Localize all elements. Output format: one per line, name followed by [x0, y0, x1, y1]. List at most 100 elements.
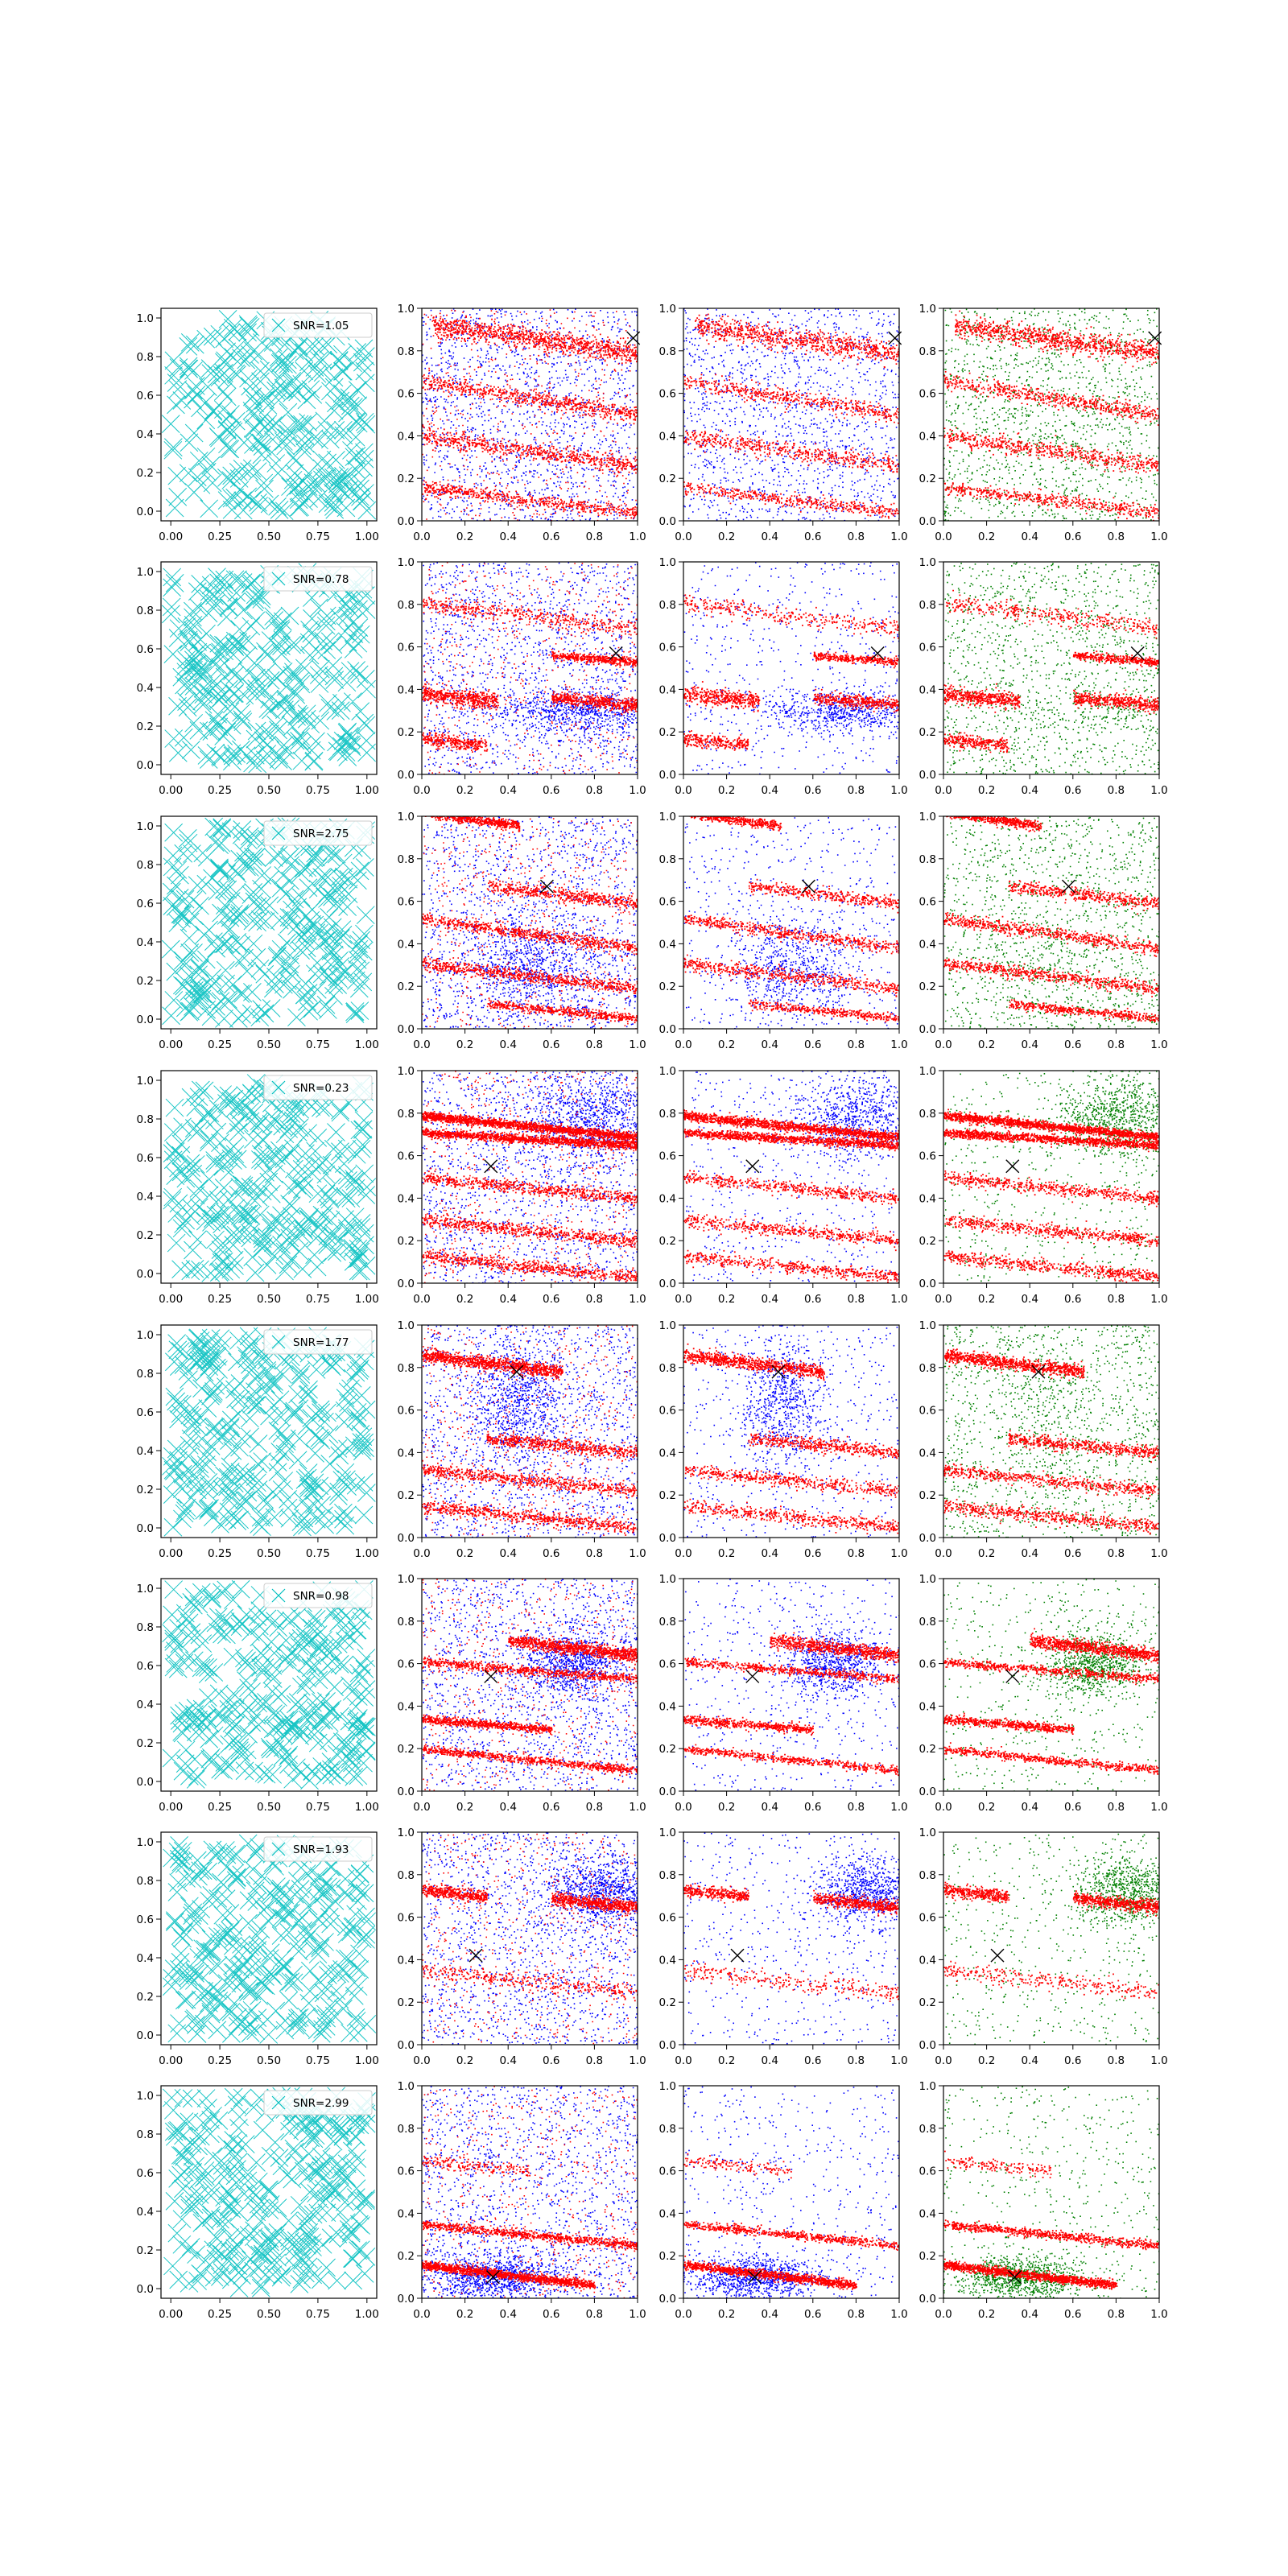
panel-r7-c3-ytick-label: 0.2 — [659, 1996, 676, 2009]
red-points — [943, 311, 1160, 522]
panel-r1-c3-xtick-label: 0.8 — [848, 530, 865, 543]
panel-r4-c4-xtick-label: 0.8 — [1108, 1293, 1125, 1306]
legend: SNR=0.23 — [264, 1075, 372, 1100]
panel-r2-c3-xtick-label: 0.6 — [804, 784, 821, 797]
panel-r8-c2-xtick-label: 0.0 — [413, 2308, 430, 2321]
cyan-x-marker-set — [163, 1580, 376, 1789]
panel-r3-c4: 0.0 0.2 0.4 0.6 0.8 1.00.00.20.40.60.81.0 — [919, 807, 1168, 1051]
panel-r5-c4: 0.0 0.2 0.4 0.6 0.8 1.00.00.20.40.60.81.0 — [919, 1319, 1168, 1560]
panel-r5-c4-ytick-label: 0.2 — [919, 1489, 936, 1502]
panel-r2-c1-ytick-label: 0.4 — [137, 682, 154, 695]
panel-r2-c1-ytick-label: 0.0 — [137, 759, 154, 772]
panel-r1-c4-ytick-label: 0.2 — [919, 473, 936, 485]
panel-r5-c4-frame — [943, 1325, 1159, 1538]
panel-r6-c2-ytick-label: 0.0 — [398, 1785, 415, 1798]
panel-r7-c1-xtick-label: 0.25 — [208, 2054, 232, 2067]
panel-r4-c1-xtick-label: 1.00 — [355, 1293, 379, 1306]
panel-r8-c4-ytick-label: 0.2 — [919, 2250, 936, 2263]
red-points — [943, 1109, 1161, 1289]
panel-r8-c2-xtick-label: 1.0 — [629, 2308, 646, 2321]
panel-r4-c4-ytick-label: 0.4 — [919, 1192, 936, 1205]
panel-r4-c3-ytick-label: 0.8 — [659, 1108, 676, 1121]
panel-r4-c4-ytick-label: 0.2 — [919, 1235, 936, 1248]
panel-r5-c2-xtick-label: 0.2 — [456, 1547, 473, 1560]
panel-r6-c4-xtick-label: 0.4 — [1021, 1801, 1038, 1814]
panel-r6-c2-ytick-label: 0.2 — [398, 1743, 415, 1756]
panel-r4-c1-ytick-label: 0.4 — [137, 1191, 154, 1203]
legend: SNR=2.99 — [264, 2091, 372, 2115]
panel-r1-c2-xtick-label: 0.0 — [413, 530, 430, 543]
scatter-points — [943, 1834, 1161, 2046]
panel-r4-c4-ytick-label: 0.0 — [919, 1278, 936, 1290]
panel-r7-c2-xtick-label: 0.0 — [413, 2054, 430, 2067]
panel-r2-c2-ytick-label: 0.0 — [398, 769, 415, 782]
target-x-marker — [746, 1160, 759, 1173]
panel-r8-c4-xtick-label: 0.4 — [1021, 2308, 1038, 2321]
panel-r2-c3-ytick-label: 0.2 — [659, 726, 676, 739]
blue-points — [683, 1832, 900, 2046]
panel-r5-c2-xtick-label: 0.4 — [499, 1547, 516, 1560]
panel-r3-c4-xtick-label: 0.8 — [1108, 1038, 1125, 1051]
panel-r2-c4-xtick-label: 0.2 — [978, 784, 995, 797]
panel-r6-c1: 0.00 0.25 0.50 0.75 1.000.00.20.40.60.81.0SN… — [137, 1579, 379, 1814]
panel-r5-c1-ytick-label: 0.4 — [137, 1445, 154, 1458]
panel-r4-c1-xtick-label: 0.75 — [306, 1293, 330, 1306]
panel-r8-c1-xtick-label: 0.25 — [208, 2308, 232, 2321]
panel-r4-c2-xtick-label: 0.6 — [543, 1293, 559, 1306]
panel-r3-c4-ytick-label: 0.4 — [919, 938, 936, 951]
panel-r3-c3-xtick-label: 0.2 — [718, 1038, 735, 1051]
scatter-points — [683, 2086, 900, 2299]
panel-r3-c4-ytick-label: 0.0 — [919, 1023, 936, 1036]
scatter-points — [422, 1325, 639, 1539]
panel-r6-c2-xtick-label: 0.4 — [499, 1801, 516, 1814]
panel-r2-c4-ytick-label: 0.8 — [919, 599, 936, 612]
scatter-points — [943, 1579, 1161, 1792]
panel-r1-c4-ytick-label: 0.4 — [919, 430, 936, 443]
panel-r8-c3-ytick-label: 0.4 — [659, 2207, 676, 2220]
panel-r6-c4-xtick-label: 1.0 — [1150, 1801, 1167, 1814]
red-points — [422, 562, 639, 775]
panel-r3-c4-xtick-label: 0.0 — [935, 1038, 952, 1051]
red-points — [683, 807, 901, 1022]
panel-r1-c2-ytick-label: 0.8 — [398, 345, 415, 358]
panel-r1-c4-xtick-label: 0.0 — [935, 530, 952, 543]
panel-r1-c3-xtick-label: 0.2 — [718, 530, 735, 543]
panel-r7-c2-ytick-label: 0.6 — [398, 1912, 415, 1925]
panel-r7-c2-ytick-label: 0.2 — [398, 1996, 415, 2009]
panel-r3-c1-ytick-label: 0.0 — [137, 1013, 154, 1026]
panel-r8-c3-frame — [683, 2086, 899, 2298]
panel-r7-c3-ytick-label: 1.0 — [659, 1827, 676, 1839]
panel-r3-c3-ytick-label: 1.0 — [659, 811, 676, 824]
panel-r4-c1-ytick-label: 0.2 — [137, 1229, 154, 1242]
scatter-points — [943, 562, 1161, 774]
panel-r5-c3-ytick-label: 1.0 — [659, 1319, 676, 1332]
panel-r8-c2-xtick-label: 0.2 — [456, 2308, 473, 2321]
red-points — [683, 594, 901, 750]
panel-r4-c2-xtick-label: 0.2 — [456, 1293, 473, 1306]
panel-r7-c3-xtick-label: 1.0 — [890, 2054, 907, 2067]
legend-label: SNR=0.23 — [293, 1082, 349, 1095]
panel-r4-c2-ytick-label: 0.2 — [398, 1235, 415, 1248]
legend-label: SNR=2.99 — [293, 2097, 349, 2110]
panel-r1-c3-ytick-label: 0.4 — [659, 430, 676, 443]
panel-r4-c4-xtick-label: 0.2 — [978, 1293, 995, 1306]
cyan-x-marker-set — [163, 2087, 375, 2297]
panel-r2-c1-ytick-label: 0.6 — [137, 643, 154, 656]
panel-r8-c3: 0.0 0.2 0.4 0.6 0.8 1.00.00.20.40.60.81.0 — [659, 2080, 908, 2321]
panel-r6-c2-ytick-label: 0.8 — [398, 1616, 415, 1629]
legend-label: SNR=1.93 — [293, 1843, 349, 1856]
panel-r2-c4-xtick-label: 0.4 — [1021, 784, 1038, 797]
cyan-markers — [163, 2087, 375, 2297]
panel-r1-c3-xtick-label: 0.0 — [675, 530, 691, 543]
panel-r6-c1-xtick-label: 0.75 — [306, 1801, 330, 1814]
panel-r6-c2: 0.0 0.2 0.4 0.6 0.8 1.00.00.20.40.60.81.0 — [398, 1573, 646, 1814]
panel-r6-c4-xtick-label: 0.8 — [1108, 1801, 1125, 1814]
panel-r3-c2-ytick-label: 0.0 — [398, 1023, 415, 1036]
panel-r8-c2-ytick-label: 0.8 — [398, 2123, 415, 2136]
panel-r8-c3-ytick-label: 0.0 — [659, 2293, 676, 2306]
panel-r4-c1-ytick-label: 0.0 — [137, 1268, 154, 1281]
panel-r5-c4-ytick-label: 0.0 — [919, 1532, 936, 1545]
panel-r2-c4-ytick-label: 1.0 — [919, 556, 936, 569]
panel-r5-c1-xtick-label: 1.00 — [355, 1547, 379, 1560]
panel-r3-c2-xtick-label: 1.0 — [629, 1038, 646, 1051]
